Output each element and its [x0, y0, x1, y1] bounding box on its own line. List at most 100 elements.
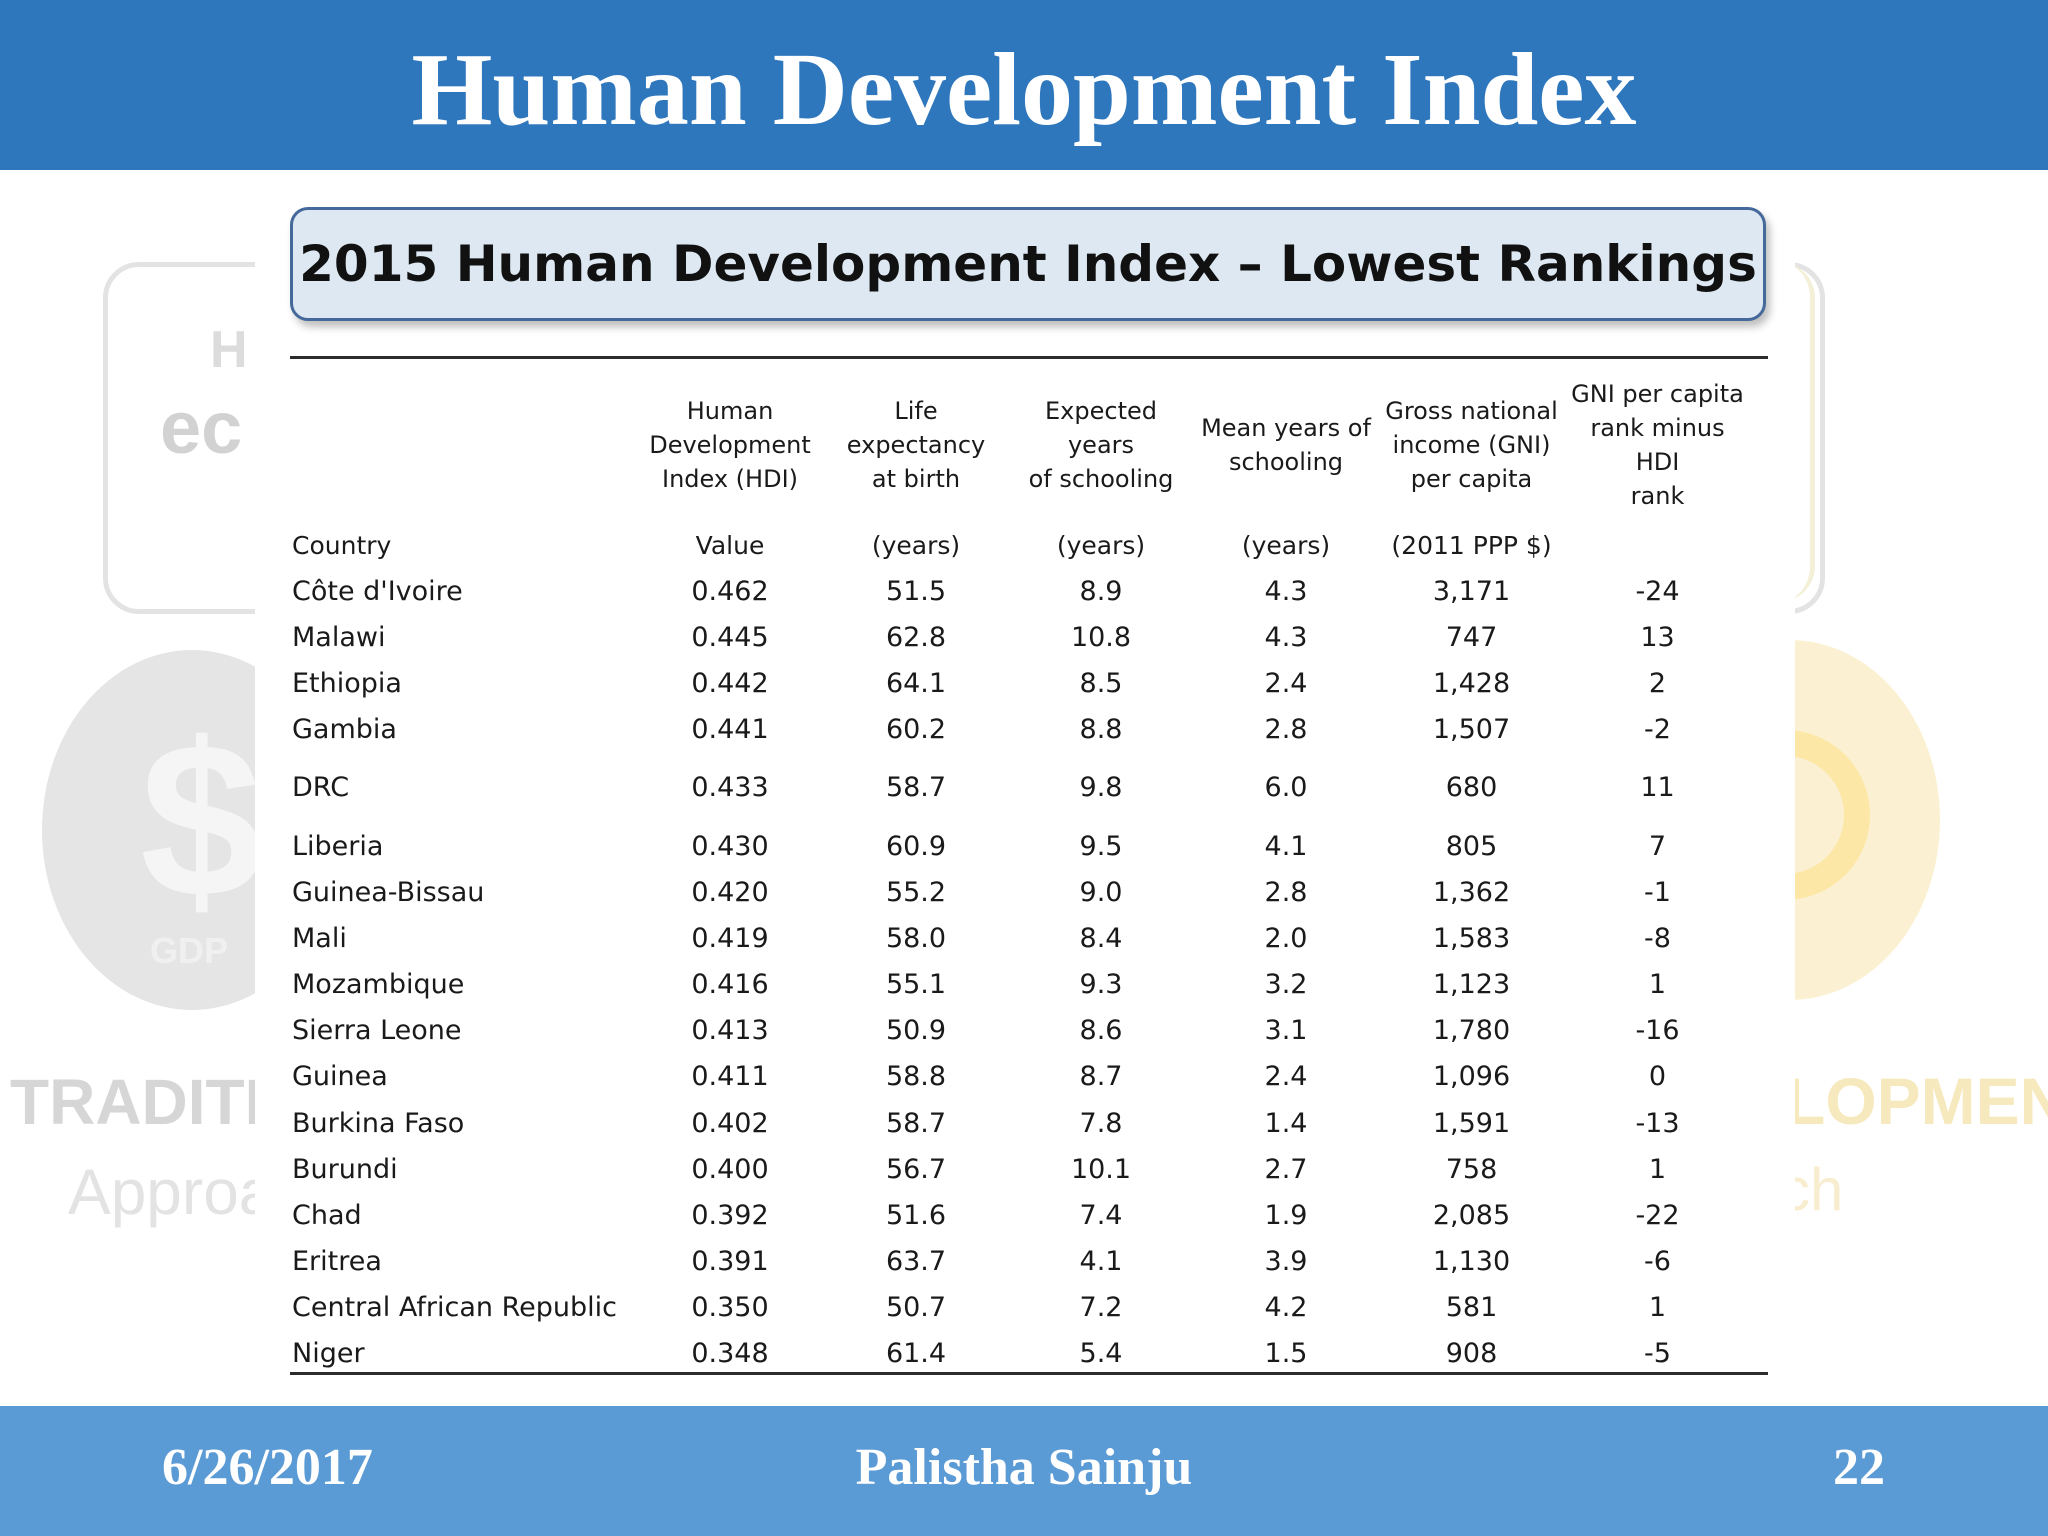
cell-country: Burkina Faso [292, 1108, 465, 1139]
cell-expected-schooling: 8.7 [1079, 1061, 1123, 1092]
cell-hdi: 0.445 [691, 622, 769, 653]
cell-hdi: 0.419 [691, 923, 769, 954]
cell-life-expectancy: 58.7 [885, 1108, 947, 1139]
background-card-small-text: H [210, 321, 248, 379]
cell-gni-rank-diff: -22 [1635, 1200, 1680, 1231]
cell-mean-schooling: 2.4 [1264, 668, 1308, 699]
column-header-hdi: Human Development Index (HDI) [649, 397, 811, 493]
cell-mean-schooling: 1.5 [1264, 1338, 1308, 1369]
table-row: Mozambique 0.416 55.1 9.3 3.2 1,123 1 [0, 965, 2048, 1005]
cell-mean-schooling: 1.4 [1264, 1108, 1308, 1139]
cell-gni-rank-diff: -13 [1635, 1108, 1680, 1139]
table-row: Burkina Faso 0.402 58.7 7.8 1.4 1,591 -13 [0, 1104, 2048, 1144]
cell-gni: 1,428 [1432, 668, 1511, 699]
cell-gni-rank-diff: -6 [1644, 1246, 1671, 1277]
table-row: DRC 0.433 58.7 9.8 6.0 680 11 [0, 768, 2048, 808]
table-row: Guinea 0.411 58.8 8.7 2.4 1,096 0 [0, 1057, 2048, 1097]
column-unit-hdi: Value [695, 531, 765, 560]
cell-expected-schooling: 7.4 [1079, 1200, 1123, 1231]
cell-country: Mali [292, 923, 347, 954]
cell-expected-schooling: 10.8 [1070, 622, 1132, 653]
cell-hdi: 0.441 [691, 714, 769, 745]
cell-mean-schooling: 3.9 [1264, 1246, 1308, 1277]
cell-gni: 1,591 [1432, 1108, 1511, 1139]
cell-country: Niger [292, 1338, 365, 1369]
table-row: Burundi 0.400 56.7 10.1 2.7 758 1 [0, 1150, 2048, 1190]
cell-life-expectancy: 60.9 [885, 831, 947, 862]
cell-gni-rank-diff: 0 [1648, 1061, 1667, 1092]
cell-hdi: 0.391 [691, 1246, 769, 1277]
cell-gni: 908 [1445, 1338, 1498, 1369]
table-row: Sierra Leone 0.413 50.9 8.6 3.1 1,780 -16 [0, 1011, 2048, 1051]
table-row: Eritrea 0.391 63.7 4.1 3.9 1,130 -6 [0, 1242, 2048, 1282]
cell-gni-rank-diff: 1 [1648, 1154, 1667, 1185]
cell-country: Guinea-Bissau [292, 877, 485, 908]
background-right-caption: LOPMENT [1785, 1064, 2048, 1138]
cell-mean-schooling: 2.8 [1264, 877, 1308, 908]
cell-mean-schooling: 6.0 [1264, 772, 1308, 803]
cell-life-expectancy: 61.4 [885, 1338, 947, 1369]
cell-mean-schooling: 2.4 [1264, 1061, 1308, 1092]
cell-gni: 1,130 [1432, 1246, 1511, 1277]
background-left-subcaption: Approa [68, 1156, 275, 1228]
cell-expected-schooling: 9.5 [1079, 831, 1123, 862]
column-unit-expected-schooling: (years) [1056, 531, 1146, 560]
cell-life-expectancy: 63.7 [885, 1246, 947, 1277]
cell-mean-schooling: 2.8 [1264, 714, 1308, 745]
table-row: Gambia 0.441 60.2 8.8 2.8 1,507 -2 [0, 710, 2048, 750]
cell-mean-schooling: 2.0 [1264, 923, 1308, 954]
cell-life-expectancy: 58.8 [885, 1061, 947, 1092]
cell-gni: 1,362 [1432, 877, 1511, 908]
footer-author: Palistha Sainju [855, 1439, 1193, 1496]
cell-country: Chad [292, 1200, 362, 1231]
cell-gni-rank-diff: 1 [1648, 969, 1667, 1000]
table-image-panel [255, 170, 1795, 1406]
cell-gni-rank-diff: 7 [1648, 831, 1667, 862]
cell-gni-rank-diff: 1 [1648, 1292, 1667, 1323]
cell-country: Mozambique [292, 969, 465, 1000]
cell-country: Eritrea [292, 1246, 382, 1277]
cell-country: Sierra Leone [292, 1015, 462, 1046]
cell-gni-rank-diff: -5 [1644, 1338, 1671, 1369]
cell-gni: 758 [1445, 1154, 1498, 1185]
cell-hdi: 0.350 [691, 1292, 769, 1323]
column-unit-country: Country [292, 531, 392, 560]
cell-life-expectancy: 50.7 [885, 1292, 947, 1323]
table-row: Mali 0.419 58.0 8.4 2.0 1,583 -8 [0, 919, 2048, 959]
cell-hdi: 0.348 [691, 1338, 769, 1369]
cell-mean-schooling: 4.1 [1264, 831, 1308, 862]
cell-hdi: 0.442 [691, 668, 769, 699]
cell-gni-rank-diff: -24 [1635, 576, 1680, 607]
cell-country: Burundi [292, 1154, 398, 1185]
cell-expected-schooling: 8.6 [1079, 1015, 1123, 1046]
cell-life-expectancy: 51.6 [885, 1200, 947, 1231]
cell-gni-rank-diff: 2 [1648, 668, 1667, 699]
cell-gni: 680 [1445, 772, 1498, 803]
table-title-banner: 2015 Human Development Index – Lowest Ra… [290, 207, 1766, 321]
cell-expected-schooling: 5.4 [1079, 1338, 1123, 1369]
column-header-expected-schooling: Expected years of schooling [1028, 397, 1174, 493]
cell-expected-schooling: 9.3 [1079, 969, 1123, 1000]
cell-country: Gambia [292, 714, 397, 745]
units-row: Country Value (years) (years) (years) (2… [0, 526, 2048, 566]
footer-date: 6/26/2017 [162, 1439, 373, 1496]
column-header-life-expectancy: Life expectancy at birth [846, 397, 986, 493]
title-bar [0, 0, 2048, 170]
cell-mean-schooling: 1.9 [1264, 1200, 1308, 1231]
column-header-mean-schooling: Mean years of schooling [1201, 414, 1371, 476]
cell-life-expectancy: 58.7 [885, 772, 947, 803]
table-title: 2015 Human Development Index – Lowest Ra… [299, 235, 1757, 293]
cell-gni-rank-diff: -16 [1635, 1015, 1680, 1046]
cell-gni-rank-diff: -8 [1644, 923, 1671, 954]
cell-mean-schooling: 2.7 [1264, 1154, 1308, 1185]
table-row: Côte d'Ivoire 0.462 51.5 8.9 4.3 3,171 -24 [0, 572, 2048, 612]
cell-expected-schooling: 8.8 [1079, 714, 1123, 745]
cell-gni: 1,096 [1432, 1061, 1511, 1092]
cell-gni: 1,780 [1432, 1015, 1511, 1046]
table-top-rule [290, 356, 1768, 359]
cell-life-expectancy: 56.7 [885, 1154, 947, 1185]
cell-hdi: 0.400 [691, 1154, 769, 1185]
table-row: Guinea-Bissau 0.420 55.2 9.0 2.8 1,362 -1 [0, 873, 2048, 913]
cell-life-expectancy: 50.9 [885, 1015, 947, 1046]
cell-life-expectancy: 55.2 [885, 877, 947, 908]
